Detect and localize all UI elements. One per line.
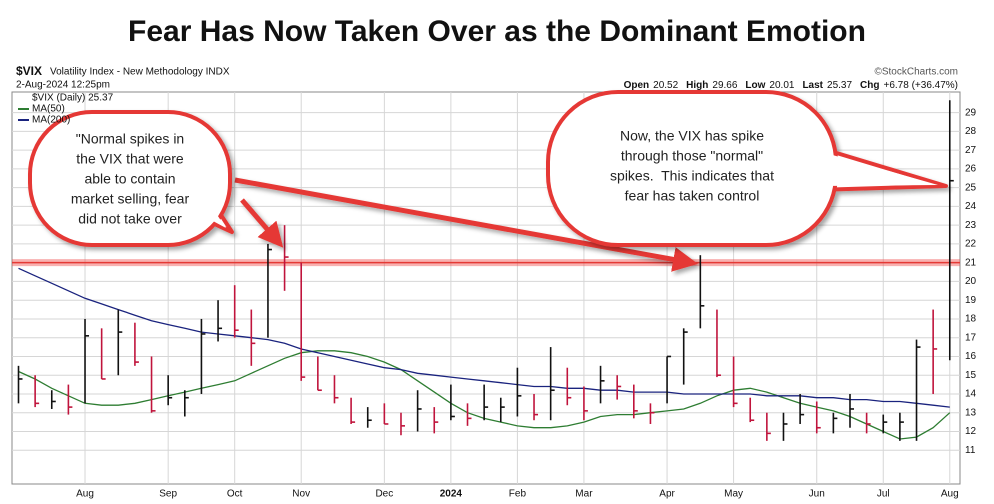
x-tick-label: Jul [877, 489, 890, 500]
summary-value: 20.01 [769, 80, 794, 91]
y-tick-label: 25 [965, 182, 977, 193]
callout-text: spikes. This indicates that [610, 168, 774, 184]
summary-value: 29.66 [712, 80, 737, 91]
y-tick-label: 29 [965, 107, 977, 118]
summary-label: High [686, 80, 708, 91]
y-tick-label: 11 [965, 445, 976, 456]
x-tick-label: Aug [941, 489, 959, 500]
y-tick-label: 26 [965, 164, 977, 175]
callout-bubble [546, 90, 948, 247]
callout-text: through those "normal" [621, 148, 763, 164]
x-tick-label: 2024 [440, 489, 463, 500]
callout-text: "Normal spikes in [76, 131, 184, 147]
y-tick-label: 15 [965, 370, 977, 381]
source: ©StockCharts.com [874, 67, 958, 78]
callout-bubble [28, 110, 234, 247]
arrow [234, 177, 698, 272]
x-tick-label: Apr [659, 489, 675, 500]
y-tick-label: 16 [965, 351, 977, 362]
y-tick-label: 24 [965, 201, 977, 212]
y-tick-label: 17 [965, 332, 977, 343]
summary: Open 20.52 High 29.66 Low 20.01 Last 25.37 Chg +6… [624, 80, 958, 91]
y-tick-label: 14 [965, 389, 977, 400]
x-tick-label: Oct [227, 489, 243, 500]
x-tick-label: Dec [375, 489, 393, 500]
callout-text: the VIX that were [76, 151, 184, 167]
legend-label: MA(200) [32, 115, 70, 126]
summary-value: 25.37 [827, 80, 852, 91]
legend-label: MA(50) [32, 104, 65, 115]
y-tick-label: 13 [965, 407, 977, 418]
labels: 11 12 13 14 15 16 17 18 19 20 21 22 23 24 25 26 27 28 29 Au… [16, 64, 977, 499]
y-tick-label: 22 [965, 239, 977, 250]
arrow [240, 198, 284, 248]
callout-text: did not take over [78, 211, 182, 227]
summary-label: Last [802, 80, 823, 91]
callout-text: market selling, fear [71, 191, 190, 207]
annotations [28, 90, 948, 272]
x-tick-label: Aug [76, 489, 94, 500]
symbol: $VIX [16, 64, 42, 78]
summary-label: Open [624, 80, 650, 91]
x-tick-label: Sep [159, 489, 177, 500]
summary-label: Low [745, 80, 765, 91]
y-tick-label: 18 [965, 314, 977, 325]
description: Volatility Index - New Methodology INDX [50, 67, 230, 78]
x-tick-label: May [724, 489, 743, 500]
timestamp: 2-Aug-2024 12:25pm [16, 80, 110, 91]
y-tick-label: 23 [965, 220, 977, 231]
summary-value: 20.52 [653, 80, 678, 91]
plot [12, 100, 960, 441]
y-tick-label: 19 [965, 295, 977, 306]
y-tick-label: 27 [965, 145, 977, 156]
x-tick-label: Mar [575, 489, 593, 500]
callout-text: fear has taken control [625, 188, 760, 204]
callout-text: able to contain [84, 171, 175, 187]
summary-value: +6.78 (+36.47%) [884, 80, 959, 91]
x-tick-label: Nov [292, 489, 310, 500]
chart-title: Fear Has Now Taken Over as the Dominant … [128, 15, 866, 48]
x-tick-label: Feb [509, 489, 527, 500]
legend-price: $VIX (Daily) 25.37 [32, 93, 114, 104]
y-tick-label: 12 [965, 426, 977, 437]
y-tick-label: 20 [965, 276, 977, 287]
x-tick-label: Jun [809, 489, 825, 500]
y-tick-label: 21 [965, 257, 977, 268]
callout-text: Now, the VIX has spike [620, 128, 764, 144]
ma-line [18, 267, 950, 408]
y-tick-label: 28 [965, 126, 977, 137]
summary-label: Chg [860, 80, 879, 91]
